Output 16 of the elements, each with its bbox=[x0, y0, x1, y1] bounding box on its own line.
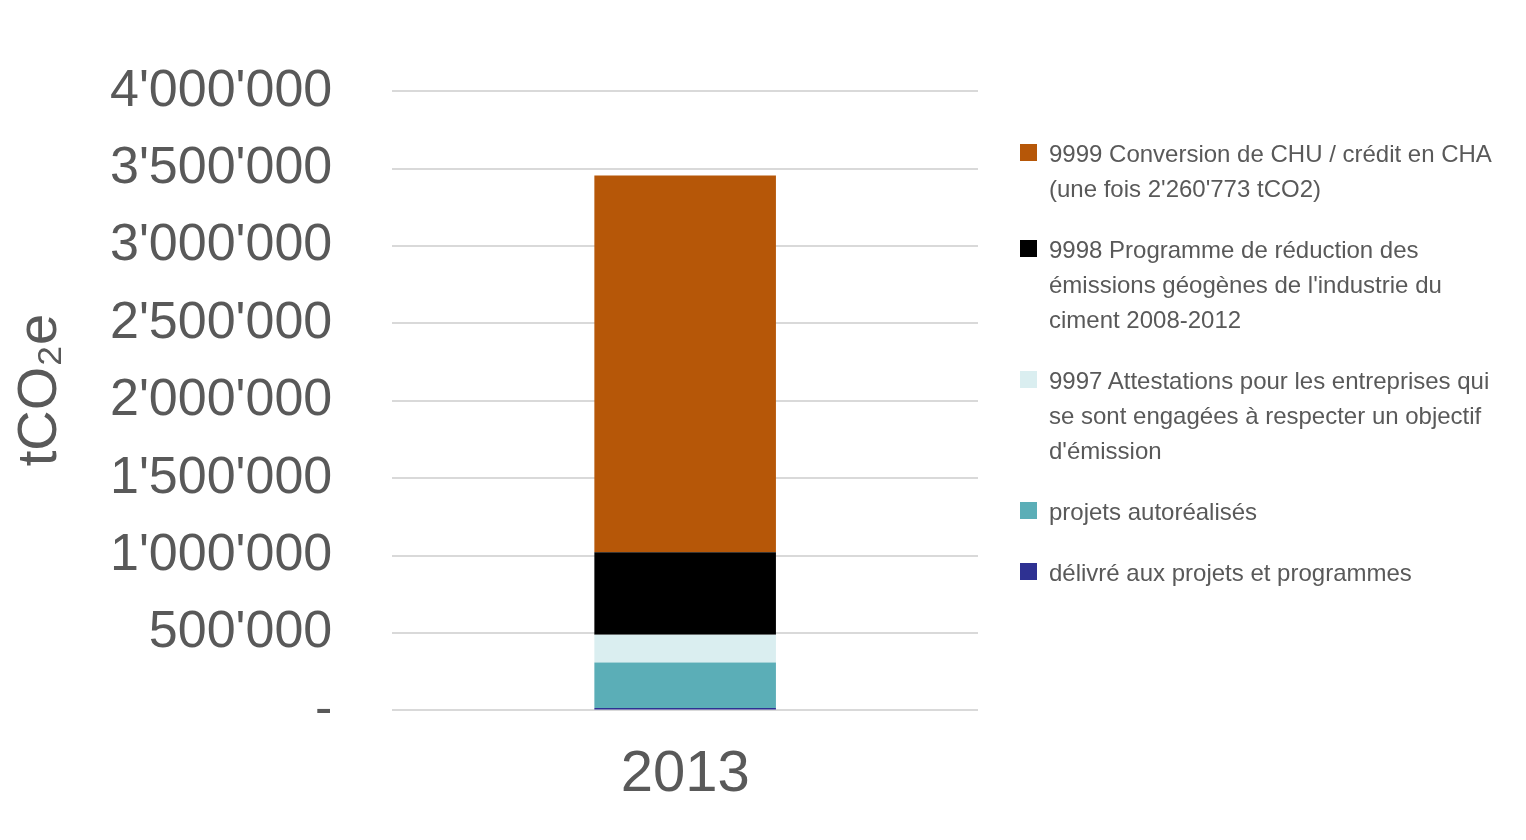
legend-label: projets autoréalisés bbox=[1049, 497, 1258, 527]
y-tick-label: 4'000'000 bbox=[110, 58, 333, 117]
y-tick-label: 2'000'000 bbox=[110, 368, 333, 427]
y-axis-title: tCO₂e bbox=[3, 313, 69, 467]
x-tick-label: 2013 bbox=[620, 738, 750, 804]
legend-label: délivré aux projets et programmes bbox=[1049, 558, 1412, 588]
y-tick-label: - bbox=[314, 677, 333, 736]
y-tick-label: 3'500'000 bbox=[110, 135, 333, 194]
y-tick-label: 500'000 bbox=[148, 600, 333, 659]
y-tick-label: 3'000'000 bbox=[110, 213, 333, 272]
legend-label: 9997 Attestations pour les entreprises qui se sont engagées à respecter un objectif d'émission bbox=[1049, 366, 1491, 466]
y-tick-label: 1'000'000 bbox=[110, 522, 333, 581]
legend-label: 9999 Conversion de CHU / crédit en CHA (une fois 2'260'773 tCO2) bbox=[1049, 139, 1493, 204]
legend-label: 9998 Programme de réduction des émissions géogènes de l'industrie du ciment 2008-2012 bbox=[1049, 235, 1443, 335]
y-tick-label: 1'500'000 bbox=[110, 445, 333, 504]
y-tick-label: 2'500'000 bbox=[110, 290, 333, 349]
